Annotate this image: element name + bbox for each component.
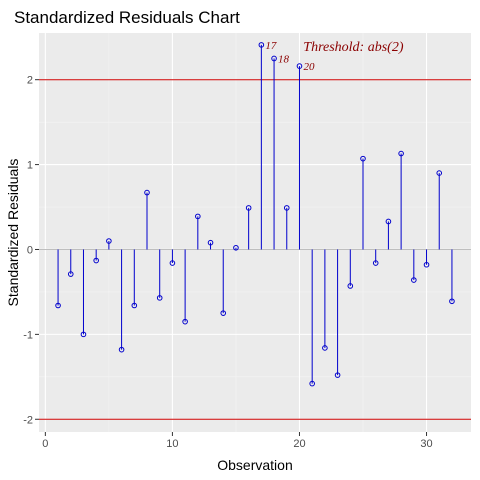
residual-point xyxy=(118,346,125,353)
residual-point xyxy=(449,298,455,305)
x-tick-label: 30 xyxy=(420,438,432,450)
residual-point xyxy=(372,260,379,266)
residual-point xyxy=(347,283,354,289)
residual-point xyxy=(436,170,443,176)
y-tick-label: 2 xyxy=(27,75,33,87)
residual-point xyxy=(55,302,61,309)
plot-panel xyxy=(39,33,471,432)
residual-point xyxy=(169,260,176,266)
residual-point xyxy=(423,261,430,268)
residual-point xyxy=(67,271,74,277)
residual-point xyxy=(309,380,315,387)
outlier-label: 17 xyxy=(265,40,277,52)
residual-point xyxy=(296,63,303,69)
residual-point xyxy=(258,42,265,48)
residual-point xyxy=(106,238,112,244)
x-axis: 0 10 20 30 xyxy=(42,432,433,450)
y-axis-title: Standardized Residuals xyxy=(5,159,21,307)
residual-point xyxy=(144,189,150,196)
x-tick-label: 0 xyxy=(42,438,48,450)
residual-point xyxy=(271,55,277,62)
residual-point xyxy=(195,213,201,220)
chart-title: Standardized Residuals Chart xyxy=(14,8,240,27)
residual-point xyxy=(182,318,188,325)
residual-point xyxy=(385,218,392,225)
reference-lines xyxy=(39,79,471,420)
residual-point xyxy=(80,331,87,338)
residual-point xyxy=(334,372,341,378)
residual-point xyxy=(131,302,138,309)
y-tick-label: -1 xyxy=(23,329,33,341)
residual-point xyxy=(207,239,214,246)
residual-stems xyxy=(55,42,455,387)
x-tick-label: 10 xyxy=(166,438,178,450)
threshold-annotation: Threshold: abs(2) xyxy=(303,40,404,55)
residual-point xyxy=(93,257,99,264)
residual-point xyxy=(322,345,328,351)
outlier-label: 20 xyxy=(303,61,315,73)
y-tick-label: -2 xyxy=(23,414,33,426)
residual-point xyxy=(233,244,239,251)
x-axis-title: Observation xyxy=(217,457,292,473)
y-tick-label: 0 xyxy=(27,244,33,256)
residual-point xyxy=(360,155,366,162)
residual-point xyxy=(283,205,290,211)
residual-point xyxy=(220,310,227,316)
x-tick-label: 20 xyxy=(293,438,305,450)
residual-point xyxy=(245,205,252,211)
residual-point xyxy=(411,277,417,283)
residual-point xyxy=(398,150,404,157)
y-axis: -2 -1 0 1 2 xyxy=(23,75,39,426)
outlier-label: 18 xyxy=(278,53,290,65)
residual-point xyxy=(156,295,163,301)
y-tick-label: 1 xyxy=(27,160,33,172)
